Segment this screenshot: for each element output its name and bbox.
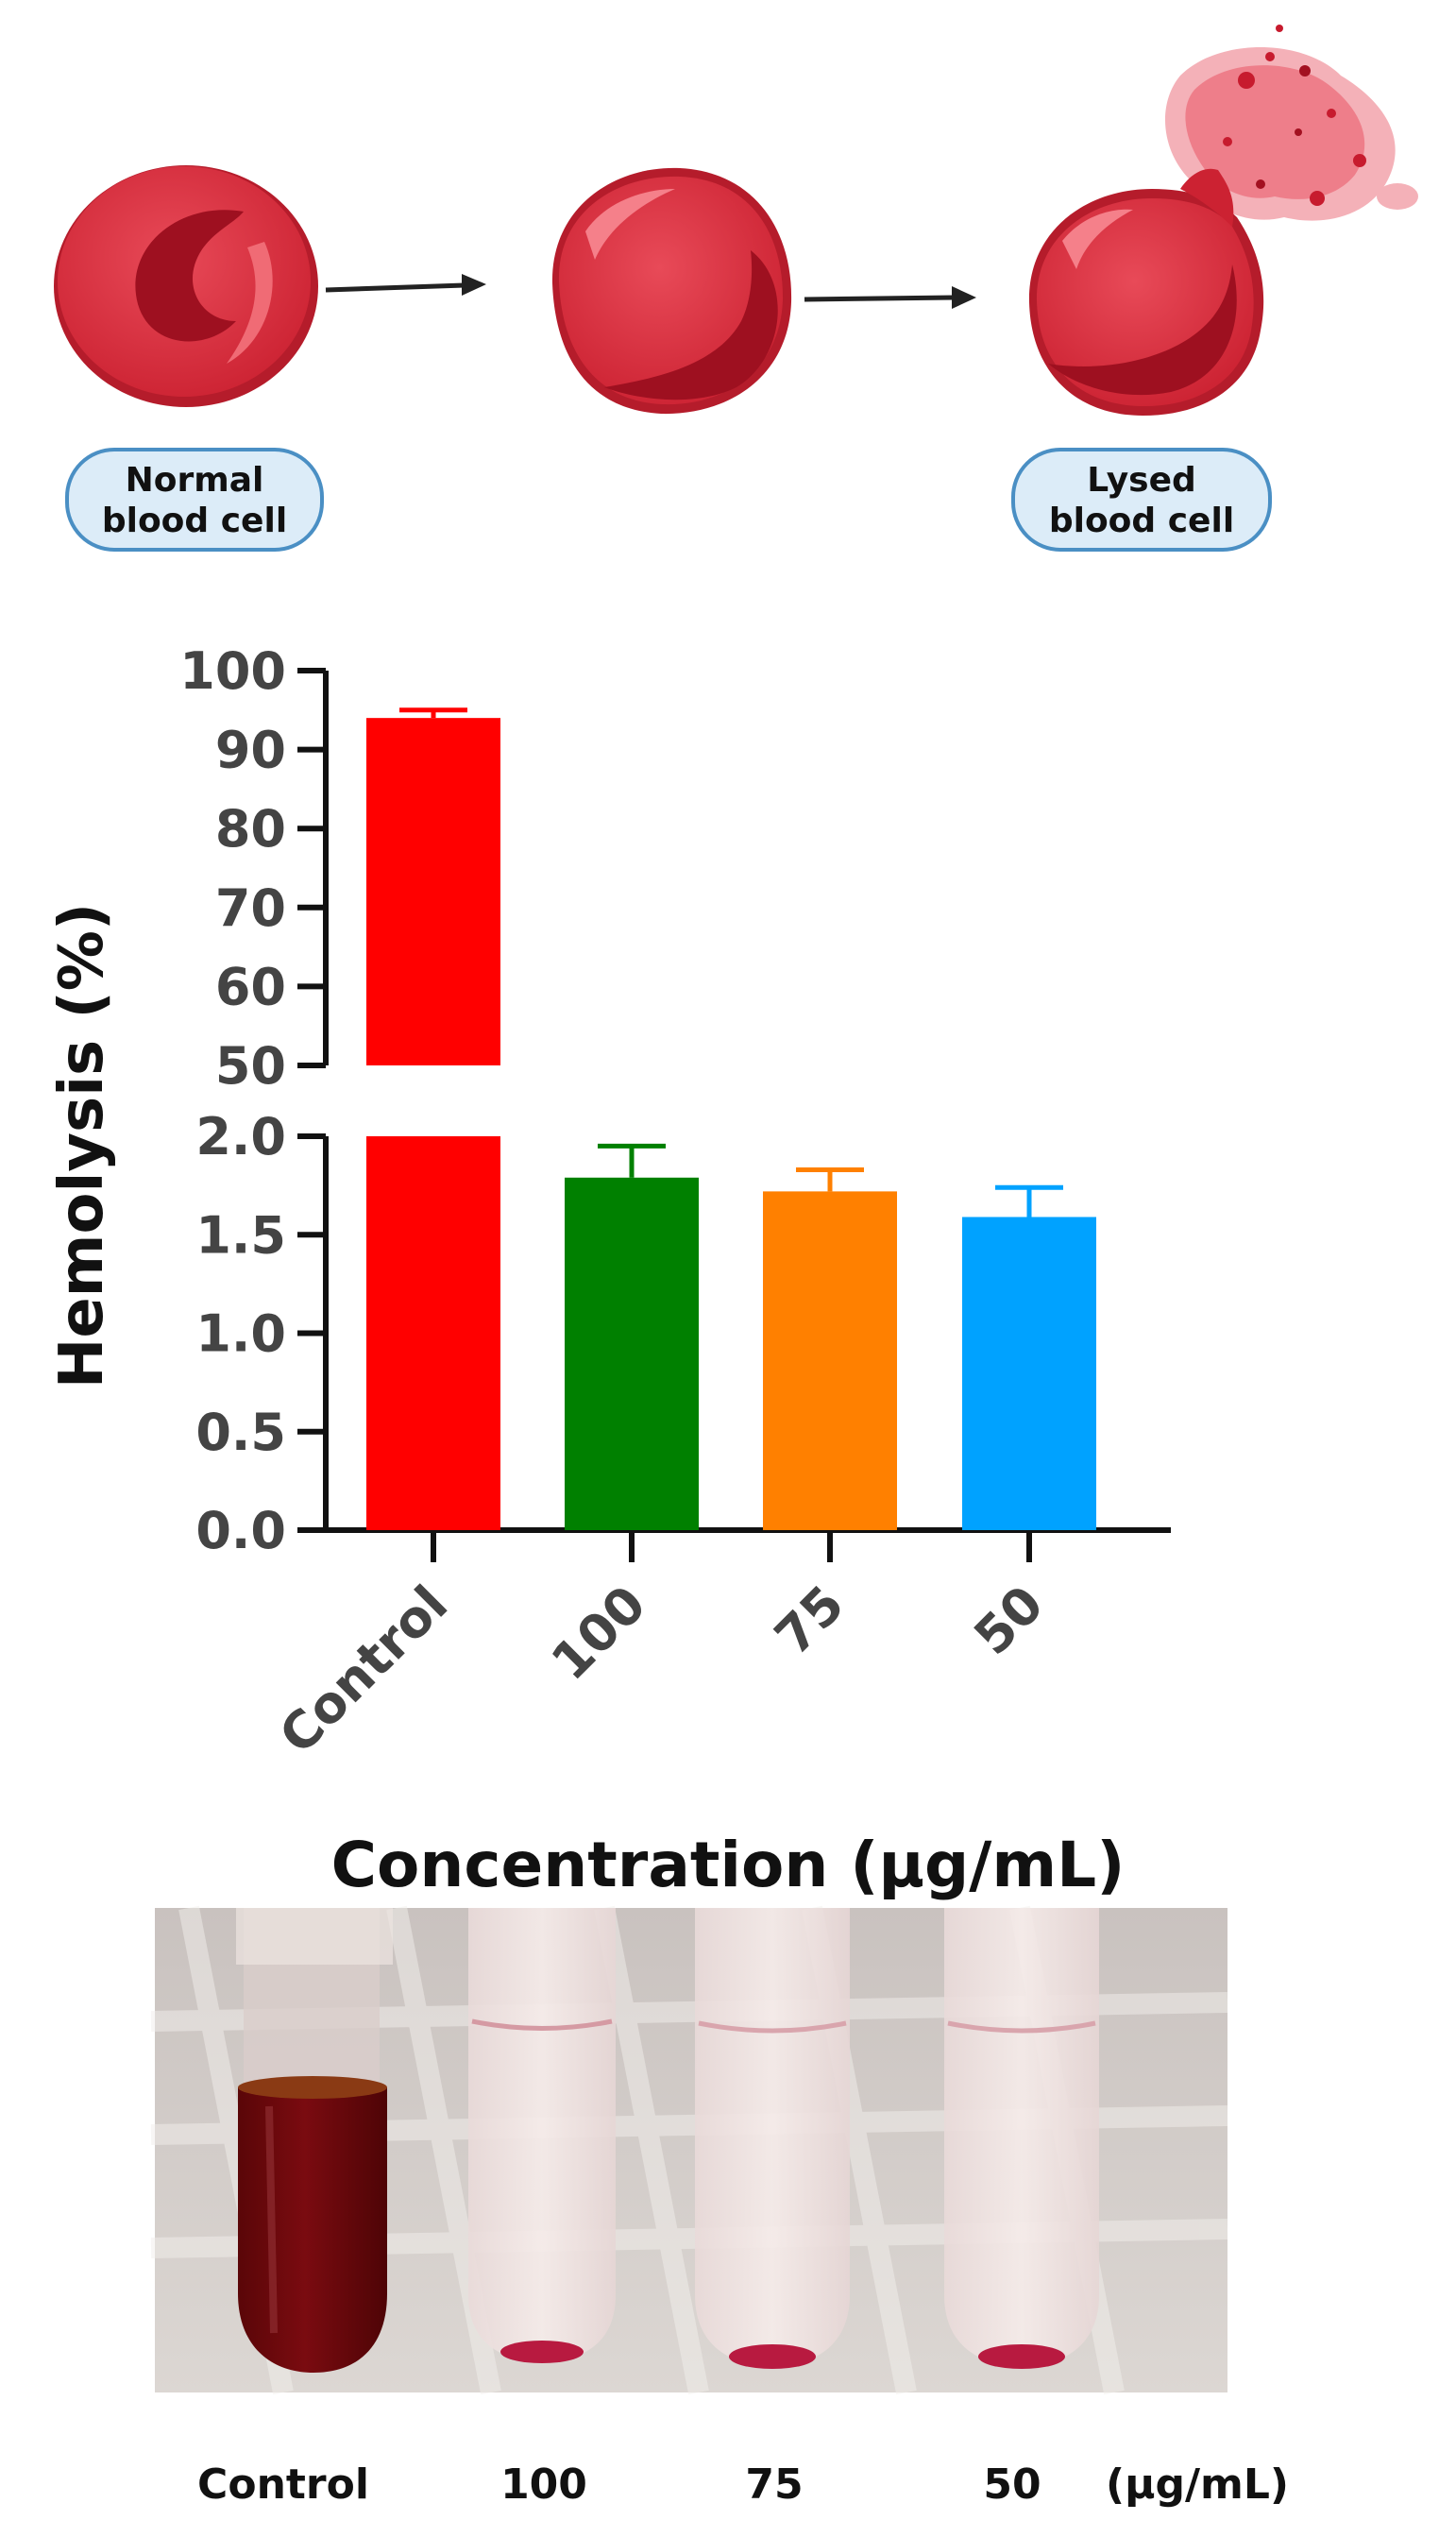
tube-photo [150,1905,1228,2395]
bar-50 [962,1217,1096,1530]
tube-100 [468,1908,616,2363]
y-tick-label: 100 [179,641,286,701]
hemolysis-diagram: Normal blood cell Lysed blood cell [54,25,1418,552]
hemolysis-bar-chart: 0.0 0.5 1.0 1.5 2.0 50 60 70 80 90 100 Control 100 7… [47,641,1171,1901]
x-category-label: 50 [963,1575,1056,1667]
bar-control-lower [366,1136,500,1530]
x-category-label: 75 [764,1575,856,1667]
y-tick-label: 2.0 [195,1107,286,1166]
tube-75 [695,1908,850,2369]
y-tick-label: 90 [215,721,286,780]
y-tick-label: 0.5 [195,1403,286,1462]
y-tick-label: 0.0 [195,1501,286,1560]
normal-cell-label: Normal blood cell [65,448,324,552]
y-tick-label: 80 [215,799,286,859]
tube-unit-label: (µg/mL) [1106,2460,1289,2509]
tube-label-control: Control [197,2460,369,2509]
tube-50 [944,1908,1099,2369]
tube-label-100: 100 [500,2460,587,2509]
tube-label-75: 75 [745,2460,803,2509]
chart-bars [366,707,1096,1530]
lysed-cell-icon [1028,25,1418,416]
bar-100 [565,1177,699,1530]
normal-label-line2: blood cell [102,502,287,540]
tube-labels: Control 100 75 50 (µg/mL) [197,2460,1289,2509]
control-tube [236,1908,393,2373]
y-tick-label: 1.0 [195,1304,286,1364]
arrow-1 [325,274,486,296]
y-tick-label: 60 [215,957,286,1016]
y-tick-label: 70 [215,878,286,938]
y-tick-label: 1.5 [195,1205,286,1265]
tube-label-50: 50 [983,2460,1041,2509]
y-tick-label: 50 [215,1036,286,1096]
arrow-2 [804,286,976,309]
x-category-label: Control [268,1575,459,1765]
bar-control-upper [366,718,500,1065]
normal-cell-icon [54,165,318,407]
lysed-label-line1: Lysed [1087,461,1196,500]
x-category-label: 100 [540,1575,657,1692]
bar-75 [763,1191,897,1530]
x-axis-label: Concentration (µg/mL) [331,1829,1126,1901]
chart-tick-labels: 0.0 0.5 1.0 1.5 2.0 50 60 70 80 90 100 [179,641,286,1560]
normal-label-line1: Normal [126,461,264,500]
swollen-cell-icon [551,167,792,415]
lysed-cell-label: Lysed blood cell [1011,448,1272,552]
y-axis-label: Hemolysis (%) [47,903,117,1388]
chart-category-labels: Control 100 75 50 [268,1575,1055,1765]
lysed-label-line2: blood cell [1049,502,1234,540]
